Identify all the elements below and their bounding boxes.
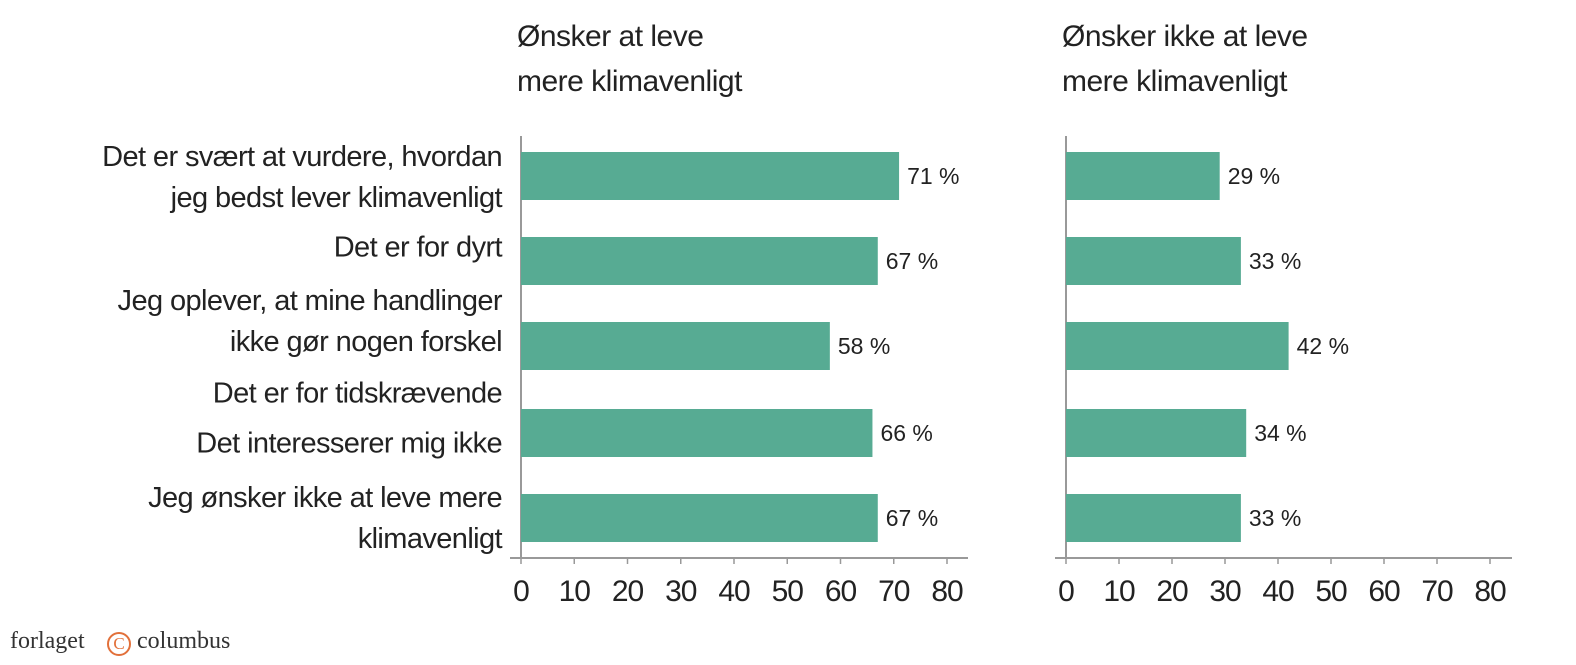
category-label: Det er svært at vurdere, hvordan jeg bed…	[102, 141, 502, 214]
x-tick-label: 70	[1421, 575, 1453, 608]
x-tick-label: 30	[665, 575, 697, 608]
value-label: 42 %	[1297, 333, 1349, 359]
bar	[1066, 152, 1220, 200]
bar	[1066, 322, 1289, 370]
bar	[521, 237, 878, 285]
logo-c: C	[113, 634, 124, 653]
x-tick-label: 10	[559, 575, 591, 608]
x-tick-label: 30	[1209, 575, 1241, 608]
category-label: Jeg ønsker ikke at leve mere klimavenlig…	[148, 482, 503, 555]
category-label: Det interesserer mig ikke	[196, 427, 502, 460]
footer-right: columbus	[137, 628, 231, 654]
bar	[521, 494, 878, 542]
bar	[1066, 494, 1241, 542]
category-label: Jeg oplever, at mine handlinger ikke gør…	[117, 285, 503, 358]
logo-ring	[107, 632, 131, 656]
x-tick-label: 70	[878, 575, 910, 608]
x-tick-label: 20	[1156, 575, 1188, 608]
x-tick-label: 50	[1315, 575, 1347, 608]
x-tick-label: 0	[1058, 575, 1074, 608]
x-tick-label: 50	[772, 575, 804, 608]
bar	[521, 322, 830, 370]
panel-title: Ønsker ikke at leve mere klimavenligt	[1062, 20, 1308, 98]
value-label: 33 %	[1249, 248, 1301, 274]
category-label: Det er for tidskrævende	[212, 377, 503, 410]
x-tick-label: 10	[1103, 575, 1135, 608]
value-label: 29 %	[1228, 163, 1280, 189]
bar	[1066, 237, 1241, 285]
bar	[521, 409, 873, 457]
x-tick-label: 60	[825, 575, 857, 608]
value-label: 58 %	[838, 333, 890, 359]
bar	[1066, 409, 1247, 457]
x-tick-label: 40	[718, 575, 750, 608]
category-label: Det er for dyrt	[333, 231, 503, 264]
x-tick-label: 80	[1474, 575, 1506, 608]
value-label: 33 %	[1249, 505, 1301, 531]
bar	[521, 152, 900, 200]
value-label: 71 %	[907, 163, 959, 189]
x-tick-label: 20	[612, 575, 644, 608]
value-label: 34 %	[1254, 420, 1306, 446]
x-tick-label: 40	[1262, 575, 1294, 608]
panel-title: Ønsker at leve mere klimavenligt	[517, 20, 742, 98]
x-tick-label: 0	[513, 575, 529, 608]
value-label: 66 %	[880, 420, 932, 446]
value-label: 67 %	[886, 248, 938, 274]
x-tick-label: 80	[931, 575, 963, 608]
x-tick-label: 60	[1368, 575, 1400, 608]
value-label: 67 %	[886, 505, 938, 531]
footer-left: forlaget	[10, 628, 85, 654]
